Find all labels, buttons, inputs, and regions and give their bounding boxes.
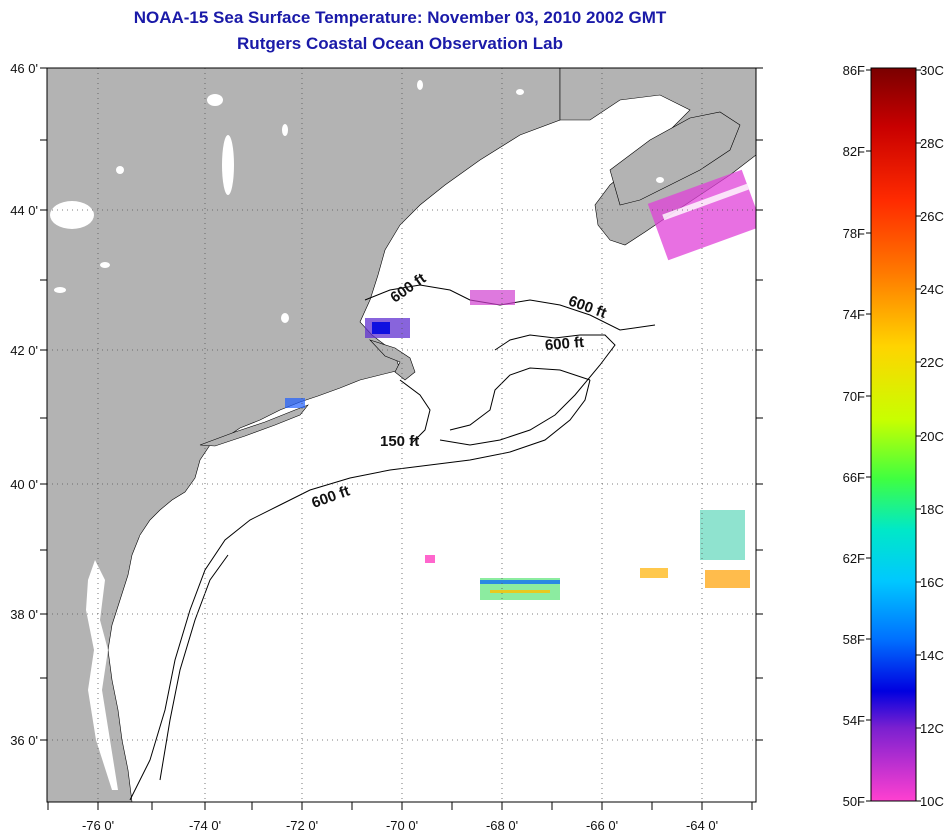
lat-tick-38: 38 0'	[10, 607, 38, 622]
contour-label-600ft-georges: 600 ft	[544, 334, 585, 354]
cb-c-14: 14C	[920, 648, 944, 663]
cb-f-66: 66F	[843, 470, 865, 485]
cb-c-28: 28C	[920, 136, 944, 151]
cb-f-74: 74F	[843, 307, 865, 322]
colorbar	[870, 67, 917, 802]
lat-tick-36: 36 0'	[10, 733, 38, 748]
delaware-bay	[138, 535, 150, 565]
cb-f-50: 50F	[843, 794, 865, 809]
sst-data-patches	[285, 169, 756, 600]
cb-f-86: 86F	[843, 63, 865, 78]
cb-c-30: 30C	[920, 63, 944, 78]
lon-tick-72: -72 0'	[286, 818, 318, 833]
land-mainland	[47, 68, 561, 802]
lat-tick-46: 46 0'	[10, 61, 38, 76]
cb-f-58: 58F	[843, 632, 865, 647]
lat-tick-42: 42 0'	[10, 343, 38, 358]
cb-c-20: 20C	[920, 429, 944, 444]
land-long-island	[199, 404, 309, 447]
land-cape-cod	[368, 339, 416, 381]
lat-tick-44: 44 0'	[10, 203, 38, 218]
lon-tick-68: -68 0'	[486, 818, 518, 833]
lon-tick-74: -74 0'	[189, 818, 221, 833]
contour-label-150ft: 150 ft	[380, 433, 419, 450]
cb-c-22: 22C	[920, 355, 944, 370]
cb-c-12: 12C	[920, 721, 944, 736]
cb-c-10: 10C	[920, 794, 944, 809]
map-title: NOAA-15 Sea Surface Temperature: Novembe…	[133, 8, 667, 27]
cb-f-78: 78F	[843, 226, 865, 241]
chesapeake-bay	[86, 560, 118, 790]
lon-tick-66: -66 0'	[586, 818, 618, 833]
land-nova-scotia-peninsula	[609, 111, 741, 206]
lon-tick-64: -64 0'	[686, 818, 718, 833]
cb-c-24: 24C	[920, 282, 944, 297]
colorbar-ticks	[866, 69, 921, 802]
lon-tick-76: -76 0'	[82, 818, 114, 833]
lat-tick-40: 40 0'	[10, 477, 38, 492]
lon-tick-70: -70 0'	[386, 818, 418, 833]
cb-c-16: 16C	[920, 575, 944, 590]
graticule	[47, 68, 756, 802]
tick-marks	[40, 67, 763, 810]
lakes	[50, 80, 664, 323]
cb-c-26: 26C	[920, 209, 944, 224]
cb-f-70: 70F	[843, 389, 865, 404]
cb-f-54: 54F	[843, 713, 865, 728]
cb-f-82: 82F	[843, 144, 865, 159]
cb-f-62: 62F	[843, 551, 865, 566]
cb-c-18: 18C	[920, 502, 944, 517]
map-subtitle: Rutgers Coastal Ocean Observation Lab	[237, 34, 563, 53]
